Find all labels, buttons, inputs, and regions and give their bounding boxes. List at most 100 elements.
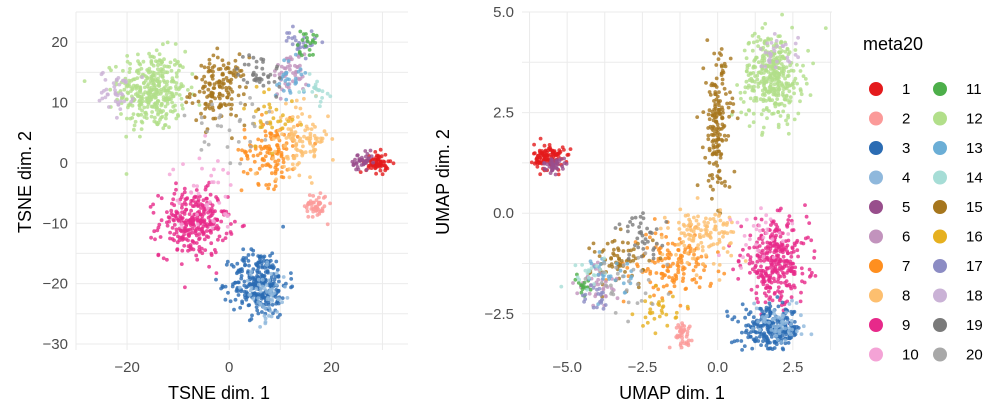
- scatter-point: [318, 191, 323, 196]
- x-tick-label: 0: [225, 359, 233, 376]
- scatter-point: [227, 79, 232, 83]
- scatter-point: [571, 281, 575, 285]
- scatter-point: [769, 40, 774, 45]
- scatter-point: [209, 173, 214, 178]
- scatter-point: [267, 102, 272, 107]
- scatter-point: [205, 183, 210, 188]
- scatter-point: [135, 68, 140, 73]
- scatter-point: [792, 79, 797, 84]
- scatter-point: [629, 274, 634, 279]
- scatter-point: [229, 97, 234, 101]
- scatter-point: [299, 122, 303, 127]
- scatter-point: [156, 67, 160, 72]
- scatter-point: [159, 218, 164, 223]
- scatter-point: [788, 95, 793, 100]
- scatter-point: [727, 185, 732, 189]
- scatter-point: [122, 99, 126, 104]
- umap-x-axis-title: UMAP dim. 1: [619, 383, 725, 403]
- scatter-point: [135, 76, 140, 80]
- scatter-point: [151, 82, 156, 87]
- scatter-point: [260, 156, 265, 161]
- scatter-point: [756, 84, 761, 89]
- scatter-point: [272, 80, 277, 84]
- scatter-point: [658, 256, 663, 261]
- scatter-point: [256, 292, 260, 296]
- scatter-point: [378, 159, 383, 164]
- scatter-point: [692, 277, 697, 281]
- scatter-point: [323, 194, 327, 199]
- scatter-point: [641, 211, 645, 216]
- scatter-point: [277, 76, 282, 80]
- scatter-point: [755, 253, 760, 258]
- scatter-point: [792, 91, 796, 96]
- scatter-point: [714, 152, 719, 157]
- scatter-point: [666, 292, 671, 296]
- scatter-point: [363, 149, 368, 153]
- scatter-point: [701, 234, 706, 239]
- scatter-point: [350, 159, 355, 164]
- scatter-point: [711, 217, 716, 221]
- scatter-point: [274, 95, 279, 99]
- scatter-point: [764, 107, 769, 112]
- scatter-point: [208, 214, 213, 219]
- scatter-point: [653, 231, 658, 236]
- scatter-point: [294, 147, 298, 151]
- scatter-point: [781, 44, 785, 49]
- scatter-point: [788, 63, 792, 68]
- scatter-point: [293, 79, 298, 84]
- legend-swatch: [933, 141, 947, 155]
- umap-gridlines: [522, 11, 832, 350]
- scatter-point: [790, 25, 794, 30]
- scatter-point: [768, 332, 773, 336]
- scatter-point: [286, 85, 291, 90]
- scatter-point: [113, 99, 118, 104]
- scatter-point: [246, 253, 251, 257]
- scatter-point: [131, 77, 136, 82]
- scatter-point: [593, 273, 597, 278]
- x-tick-label: 2.5: [782, 359, 803, 376]
- scatter-point: [717, 127, 722, 131]
- scatter-point: [627, 279, 631, 284]
- scatter-point: [760, 130, 765, 135]
- scatter-point: [739, 110, 744, 115]
- scatter-point: [263, 138, 268, 142]
- x-tick-label: 0.0: [707, 359, 728, 376]
- scatter-point: [773, 315, 778, 320]
- scatter-point: [730, 109, 735, 114]
- scatter-point: [227, 102, 232, 107]
- scatter-point: [757, 327, 762, 332]
- scatter-point: [383, 166, 388, 171]
- scatter-point: [163, 123, 168, 127]
- scatter-point: [170, 78, 175, 83]
- scatter-point: [620, 274, 625, 279]
- scatter-point: [309, 181, 314, 185]
- scatter-point: [127, 81, 131, 86]
- scatter-point: [254, 263, 259, 268]
- scatter-point: [280, 126, 284, 131]
- scatter-point: [725, 101, 729, 106]
- scatter-point: [550, 163, 555, 168]
- scatter-point: [744, 328, 749, 333]
- scatter-point: [298, 76, 303, 81]
- scatter-point: [750, 48, 755, 53]
- scatter-point: [767, 57, 772, 62]
- scatter-point: [762, 81, 766, 86]
- scatter-point: [723, 183, 727, 188]
- scatter-point: [765, 251, 769, 256]
- scatter-point: [307, 48, 312, 52]
- scatter-point: [610, 290, 614, 294]
- scatter-point: [654, 241, 659, 246]
- scatter-point: [615, 296, 620, 301]
- scatter-point: [154, 59, 158, 63]
- scatter-point: [167, 172, 172, 177]
- scatter-point: [180, 205, 184, 210]
- scatter-point: [167, 125, 171, 130]
- scatter-point: [725, 250, 730, 254]
- scatter-point: [631, 254, 636, 258]
- scatter-point: [550, 167, 555, 172]
- scatter-point: [808, 93, 813, 97]
- scatter-point: [288, 67, 292, 72]
- scatter-point: [146, 92, 151, 96]
- scatter-point: [656, 302, 661, 306]
